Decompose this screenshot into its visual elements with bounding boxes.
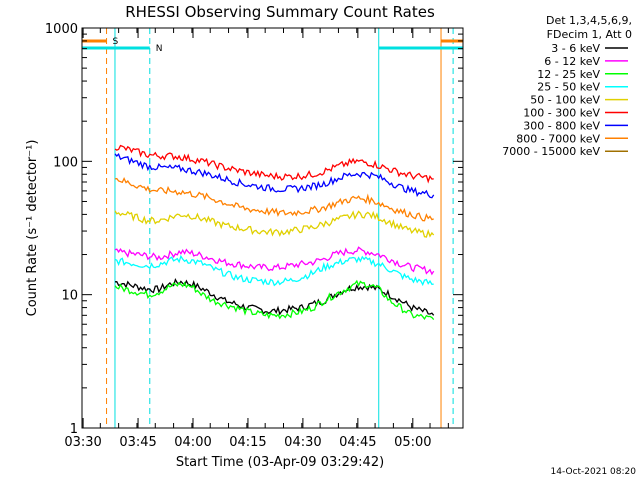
x-tick-label: 04:30 [284, 435, 321, 450]
series-line-1 [114, 246, 435, 276]
series-line-2 [114, 279, 435, 321]
legend-label: 300 - 800 keV [523, 119, 600, 132]
flag-label-n: N [156, 44, 163, 54]
legend-label: 25 - 50 keV [537, 81, 600, 94]
chart-title: RHESSI Observing Summary Count Rates [125, 3, 435, 21]
series-line-4 [114, 210, 435, 238]
x-tick-label: 03:30 [64, 435, 101, 450]
legend-label: 7000 - 15000 keV [502, 145, 600, 158]
legend-header-line-2: FDecim 1, Att 0 [547, 28, 632, 41]
legend-label: 12 - 25 keV [537, 68, 600, 81]
legend-label: 800 - 7000 keV [516, 132, 600, 145]
legend-label: 50 - 100 keV [530, 94, 600, 107]
series-line-7 [114, 176, 434, 222]
x-tick-label: 04:15 [229, 435, 266, 450]
y-tick-label: 10 [61, 289, 78, 304]
x-tick-label: 03:45 [119, 435, 156, 450]
legend-label: 100 - 300 keV [523, 107, 600, 120]
legend-label: 6 - 12 keV [544, 55, 600, 68]
series-line-3 [114, 254, 434, 287]
series-line-6 [114, 153, 435, 199]
legend-header-line-1: Det 1,3,4,5,6,9, [546, 14, 632, 27]
generation-timestamp: 14-Oct-2021 08:20 [551, 467, 637, 477]
y-axis-label: Count Rate (s⁻¹ detector⁻¹) [25, 140, 40, 317]
x-tick-label: 05:00 [394, 435, 431, 450]
y-tick-label: 100 [53, 155, 78, 170]
series-line-5 [114, 144, 434, 184]
y-tick-label: 1000 [45, 22, 78, 37]
x-axis-label: Start Time (03-Apr-09 03:29:42) [176, 455, 384, 470]
flag-label-s: S [113, 37, 119, 47]
plot-frame [81, 27, 464, 429]
x-tick-label: 04:00 [174, 435, 211, 450]
axes: 1 10 100 1000 03:30 03:45 04:00 04:15 04:30 04:45… [45, 22, 464, 450]
plot-area: SN [82, 28, 463, 428]
legend-label: 3 - 6 keV [551, 42, 600, 55]
y-tick-label: 1 [70, 422, 78, 437]
x-tick-label: 04:45 [339, 435, 376, 450]
